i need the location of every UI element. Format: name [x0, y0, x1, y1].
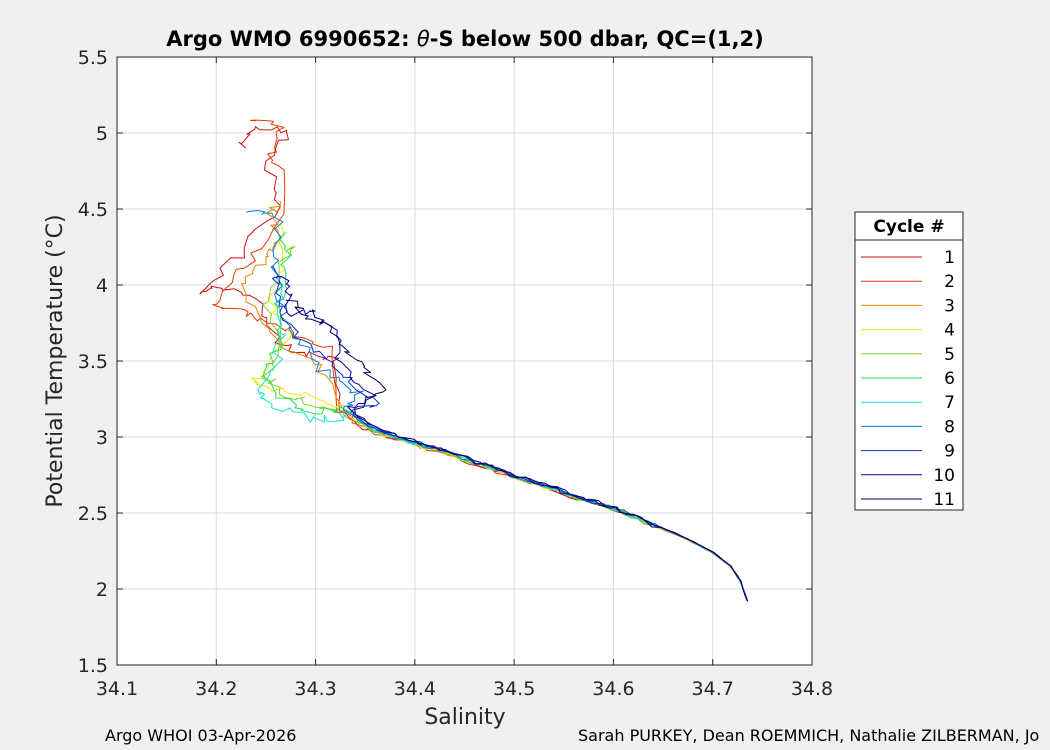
x-tick-label: 34.2 — [195, 678, 237, 700]
legend-label-cycle-7: 7 — [944, 393, 955, 413]
y-tick-label: 4.5 — [78, 199, 108, 221]
legend-box — [854, 211, 964, 511]
x-tick-label: 34.4 — [394, 678, 436, 700]
footer-left: Argo WHOI 03-Apr-2026 — [105, 726, 296, 745]
x-tick-label: 34.8 — [791, 678, 833, 700]
series-line-cycle-1 — [199, 126, 749, 602]
x-axis-label: Salinity — [424, 705, 505, 730]
legend-label-cycle-1: 1 — [944, 248, 955, 268]
y-tick-label: 1.5 — [78, 655, 108, 677]
ticks: 34.1 34.2 34.3 34.4 34.5 34.6 34.7 34.81.522.53… — [78, 47, 833, 700]
chart-title: Argo WMO 6990652: θ-S below 500 dbar, QC… — [166, 27, 763, 51]
legend-label-cycle-3: 3 — [944, 296, 955, 316]
y-tick-label: 3.5 — [78, 351, 108, 373]
x-tick-label: 34.5 — [493, 678, 535, 700]
x-tick-label: 34.6 — [592, 678, 634, 700]
y-tick-label: 2.5 — [78, 503, 108, 525]
y-tick-label: 5 — [96, 123, 108, 145]
y-tick-label: 3 — [96, 427, 108, 449]
legend-label-cycle-5: 5 — [944, 345, 955, 365]
legend-label-cycle-9: 9 — [944, 442, 955, 462]
legend-label-cycle-8: 8 — [944, 417, 955, 437]
footer-right: Sarah PURKEY, Dean ROEMMICH, Nathalie ZI… — [578, 726, 1039, 745]
legend-label-cycle-6: 6 — [944, 369, 955, 389]
series-line-cycle-11 — [285, 299, 749, 602]
series-line-cycle-10 — [275, 276, 748, 602]
legend-label-cycle-2: 2 — [944, 272, 955, 292]
series-line-cycle-7 — [257, 277, 748, 602]
legend-label-cycle-11: 11 — [933, 490, 955, 510]
legend-label-cycle-10: 10 — [933, 466, 955, 486]
x-tick-label: 34.7 — [692, 678, 734, 700]
legend-label-cycle-4: 4 — [944, 321, 955, 341]
legend-items: 1 2 3 4 5 6 7 8 9 10 11 — [861, 248, 955, 510]
series-lines — [199, 119, 749, 602]
x-tick-label: 34.1 — [96, 678, 138, 700]
legend-title: Cycle # — [873, 217, 944, 237]
x-tick-label: 34.3 — [294, 678, 336, 700]
y-tick-label: 4 — [96, 275, 108, 297]
legend: Cycle # 1 2 3 4 5 6 7 8 9 10 11 — [854, 211, 964, 511]
y-tick-label: 5.5 — [78, 47, 108, 69]
y-axis-label: Potential Temperature (°C) — [43, 214, 68, 507]
y-tick-label: 2 — [96, 579, 108, 601]
